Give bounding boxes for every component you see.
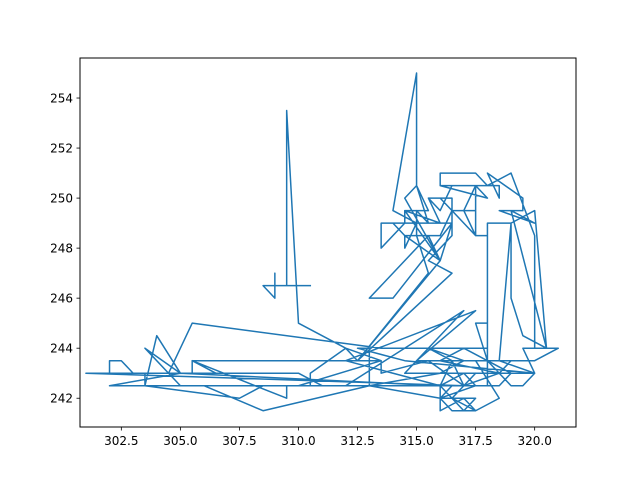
y-tick-label: 242 [50,392,73,406]
y-tick-label: 252 [50,142,73,156]
y-tick-label: 248 [50,242,73,256]
x-tick-label: 317.5 [458,434,492,448]
x-tick-label: 305.0 [163,434,197,448]
y-tick-label: 250 [50,192,73,206]
x-tick-label: 302.5 [104,434,138,448]
x-tick-label: 315.0 [399,434,433,448]
plot-area [85,72,560,412]
x-tick-label: 312.5 [340,434,374,448]
x-tick-label: 307.5 [222,434,256,448]
axes-frame [79,57,577,428]
y-tick-label: 244 [50,342,73,356]
x-tick-label: 320.0 [517,434,551,448]
x-axis: 302.5 305.0 307.5 310.0 312.5 315.0 317.5 320.0 [104,427,552,448]
y-tick-label: 246 [50,292,73,306]
x-tick-label: 310.0 [281,434,315,448]
y-tick-label: 254 [50,92,73,106]
y-axis: 242 244 246 248 250 252 254 [50,92,80,406]
series-line-trajectory [85,72,560,412]
